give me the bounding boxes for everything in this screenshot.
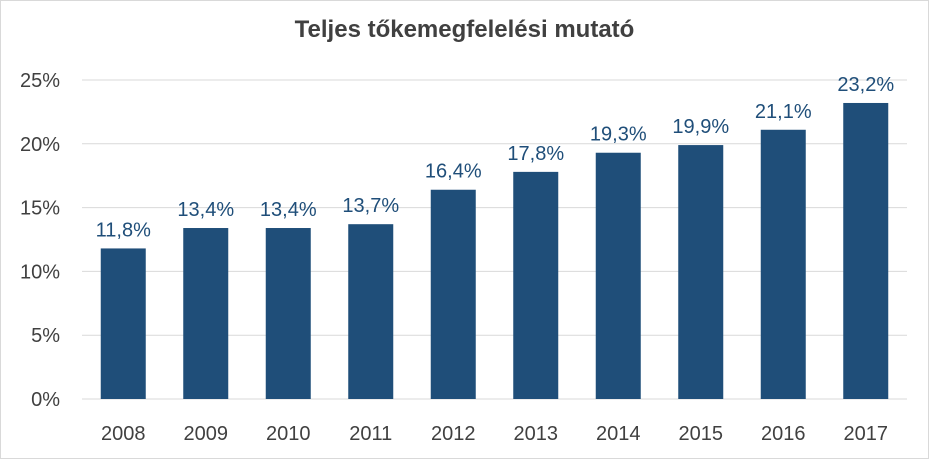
y-tick-label: 5%: [31, 325, 60, 347]
data-label-2013: 17,8%: [507, 143, 564, 165]
bar-2012: [430, 189, 476, 399]
bar-2014: [595, 152, 641, 399]
y-tick-label: 0%: [31, 389, 60, 411]
y-tick-label: 25%: [20, 70, 60, 92]
x-tick-label-2010: 2010: [266, 423, 311, 445]
x-tick-label-2017: 2017: [844, 423, 889, 445]
x-tick-label-2016: 2016: [761, 423, 806, 445]
bar-2016: [760, 129, 806, 400]
x-tick-label-2008: 2008: [101, 423, 146, 445]
bars: [100, 102, 889, 400]
x-tick-label-2014: 2014: [596, 423, 641, 445]
data-label-2009: 13,4%: [177, 199, 234, 221]
data-labels: 11,8% 13,4% 13,4% 13,7% 16,4% 17,8% 19,3% 19,9%…: [96, 74, 895, 241]
data-label-2015: 19,9%: [672, 116, 729, 138]
bar-2017: [843, 102, 889, 399]
data-label-2014: 19,3%: [590, 124, 647, 146]
x-tick-label-2011: 2011: [349, 423, 392, 445]
x-tick-label-2012: 2012: [431, 423, 476, 445]
data-label-2010: 13,4%: [260, 199, 317, 221]
y-tick-label: 20%: [20, 134, 60, 156]
data-label-2012: 16,4%: [425, 161, 482, 183]
y-tick-label: 10%: [20, 261, 60, 283]
x-tick-label-2013: 2013: [514, 423, 559, 445]
bar-2013: [513, 171, 559, 399]
x-tick-label-2009: 2009: [184, 423, 229, 445]
data-label-2008: 11,8%: [96, 219, 151, 241]
y-axis-tick-labels: 0% 5% 10% 15% 20% 25%: [20, 70, 60, 411]
bar-2011: [348, 224, 394, 399]
chart-title: Teljes tőkemegfelelési mutató: [294, 16, 635, 43]
x-axis-tick-labels: 2008 2009 2010 2011 2012 2013 2014 2015 2016 2017: [101, 423, 888, 445]
bar-2010: [265, 228, 311, 399]
data-label-2017: 23,2%: [837, 74, 894, 96]
bar-2015: [678, 145, 724, 399]
data-label-2011: 13,7%: [342, 195, 399, 217]
data-label-2016: 21,1%: [755, 101, 812, 123]
bar-2008: [100, 248, 146, 399]
y-tick-label: 15%: [20, 198, 60, 220]
bar-2009: [183, 228, 229, 399]
x-tick-label-2015: 2015: [679, 423, 724, 445]
